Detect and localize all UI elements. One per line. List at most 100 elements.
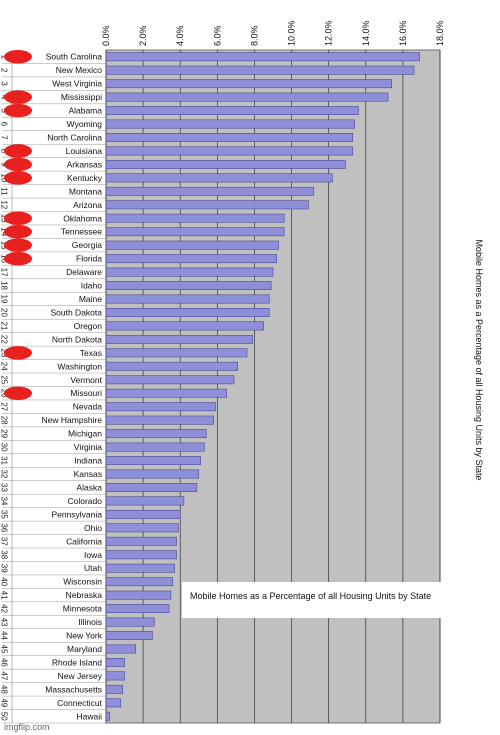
highlight-mark (4, 50, 32, 64)
highlight-mark (4, 157, 32, 172)
bar (105, 254, 277, 264)
rank-number: 32 (0, 470, 9, 479)
category-label: Minnesota (63, 604, 102, 614)
category-label: Vermont (70, 375, 102, 385)
bar (105, 361, 238, 371)
category-label: Connecticut (57, 698, 103, 708)
rank-number: 37 (0, 537, 9, 546)
rank-number: 40 (0, 577, 9, 586)
category-label: Nebraska (66, 590, 103, 600)
category-label: West Virginia (52, 79, 102, 89)
category-label: California (66, 536, 102, 546)
bar (105, 483, 198, 492)
category-label: Louisiana (66, 146, 103, 156)
category-label: Utah (84, 563, 102, 573)
rank-number: 30 (0, 443, 9, 452)
category-label: Iowa (84, 550, 102, 560)
bar (105, 294, 270, 304)
category-label: Georgia (72, 240, 103, 250)
bar (105, 334, 253, 344)
bar (105, 281, 272, 290)
rank-number: 25 (0, 375, 9, 384)
x-tick-label: 12.0% (324, 20, 334, 46)
bar (105, 308, 270, 317)
bar (105, 604, 170, 614)
bar (105, 671, 125, 681)
highlight-mark (4, 346, 32, 360)
bar (105, 590, 172, 600)
x-tick-label: 18.0% (435, 20, 445, 46)
bar (105, 563, 175, 573)
highlight-mark (4, 171, 32, 185)
rank-number: 28 (0, 416, 9, 425)
rank-number: 50 (0, 712, 9, 721)
category-label: Delaware (66, 267, 102, 277)
bar (105, 658, 125, 667)
rank-number: 19 (0, 295, 9, 304)
highlight-mark (4, 211, 32, 225)
highlight-mark (4, 224, 32, 239)
category-label: Montana (69, 186, 102, 196)
category-label: Hawaii (76, 711, 102, 721)
rank-number: 3 (0, 81, 9, 86)
category-label: North Dakota (52, 334, 102, 344)
bar (105, 52, 420, 62)
bar (105, 402, 216, 412)
highlight-mark (4, 144, 32, 158)
bar (105, 213, 285, 223)
rank-number: 38 (0, 550, 9, 559)
rank-number: 36 (0, 523, 9, 532)
category-label: Missouri (70, 388, 102, 398)
bar (105, 133, 354, 142)
x-tick-label: 10.0% (287, 20, 297, 46)
category-label: Kentucky (67, 173, 103, 183)
side-axis-title: Mobile Homes as a Percentage of all Hous… (474, 239, 484, 480)
rank-number: 45 (0, 645, 9, 654)
rank-number: 33 (0, 483, 9, 492)
bars (105, 52, 420, 721)
category-label: North Carolina (47, 132, 102, 142)
bar (105, 321, 264, 331)
highlight-mark (4, 103, 32, 118)
category-label: New Mexico (56, 65, 103, 75)
x-axis-ticks: 0.0% 2.0% 4.0% 6.0% 8.0% 10.0% 12.0% 14.0% 16.0%… (101, 20, 445, 46)
category-label: Wyoming (67, 119, 103, 129)
category-label: Maryland (67, 644, 102, 654)
x-tick-label: 0.0% (101, 25, 111, 46)
category-label: Alaska (76, 482, 102, 492)
legend: Mobile Homes as a Percentage of all Hous… (182, 582, 482, 618)
highlight-mark (4, 386, 32, 400)
bar (105, 173, 333, 183)
rank-number: 27 (0, 402, 9, 411)
rank-number: 46 (0, 658, 9, 667)
rank-number: 34 (0, 496, 9, 505)
category-label: Wisconsin (63, 577, 102, 587)
highlight-mark (4, 238, 32, 252)
rank-number: 39 (0, 564, 9, 573)
rank-number: 21 (0, 321, 9, 330)
rank-number: 44 (0, 631, 9, 640)
x-tick-label: 14.0% (361, 20, 371, 46)
highlight-mark (4, 251, 32, 266)
bar (105, 186, 315, 196)
category-label: Arkansas (67, 159, 102, 169)
rank-number: 11 (0, 187, 9, 196)
rank-number: 49 (0, 698, 9, 707)
bar (105, 200, 309, 210)
x-tick-label: 6.0% (212, 25, 222, 46)
bar (105, 644, 136, 654)
bar (105, 79, 393, 89)
rank-number: 7 (0, 135, 9, 140)
bar (105, 536, 177, 546)
rank-number: 48 (0, 685, 9, 694)
rank-number: 47 (0, 671, 9, 680)
rank-number: 17 (0, 268, 9, 277)
bar (105, 375, 235, 385)
category-label: Arizona (73, 200, 102, 210)
bar (105, 429, 207, 439)
category-label: Kansas (74, 469, 102, 479)
category-label: Pennsylvania (51, 509, 102, 519)
rank-number: 24 (0, 362, 9, 371)
bar (105, 415, 214, 425)
